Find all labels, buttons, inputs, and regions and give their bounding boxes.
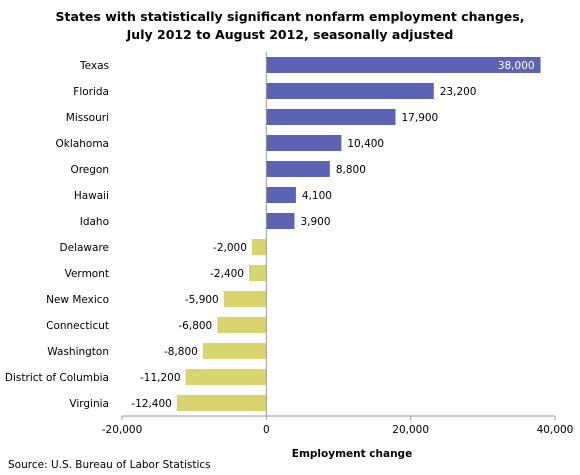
bar-washington [202, 343, 267, 359]
value-label-connecticut: -6,800 [178, 320, 212, 332]
bar-virginia [176, 395, 267, 411]
category-label-oregon: Oregon [70, 164, 109, 176]
bar-hawaii [266, 187, 296, 203]
value-label-hawaii: 4,100 [302, 190, 332, 202]
x-tick-label: 40,000 [537, 424, 574, 436]
chart-title-line-2: July 2012 to August 2012, seasonally adj… [126, 27, 454, 42]
category-label-new-mexico: New Mexico [46, 294, 109, 306]
bar-oregon [266, 161, 330, 177]
category-label-hawaii: Hawaii [74, 190, 109, 202]
category-labels: Texas Florida Missouri Oklahoma Oregon Hawaii… [5, 60, 109, 410]
value-label-oklahoma: 10,400 [347, 138, 384, 150]
bar-idaho [266, 213, 295, 229]
value-label-delaware: -2,000 [213, 242, 247, 254]
category-label-district-of-columbia: District of Columbia [5, 372, 109, 384]
value-label-virginia: -12,400 [131, 398, 172, 410]
bars-layer [176, 57, 541, 411]
value-label-oregon: 8,800 [336, 164, 366, 176]
category-label-texas: Texas [79, 60, 109, 72]
value-label-texas: 38,000 [498, 60, 535, 72]
bar-delaware [251, 239, 267, 255]
value-label-missouri: 17,900 [402, 112, 439, 124]
category-label-delaware: Delaware [60, 242, 109, 254]
chart-title: States with statistically significant no… [0, 8, 580, 44]
value-label-idaho: 3,900 [300, 216, 330, 228]
x-tick-label: 0 [263, 424, 270, 436]
bar-oklahoma [266, 135, 342, 151]
bar-new-mexico [223, 291, 267, 307]
category-label-missouri: Missouri [66, 112, 109, 124]
bar-district-of-columbia [185, 369, 267, 385]
category-label-idaho: Idaho [80, 216, 109, 228]
chart-title-line-1: States with statistically significant no… [55, 9, 525, 24]
source-note: Source: U.S. Bureau of Labor Statistics [8, 459, 211, 471]
bar-connecticut [217, 317, 267, 333]
value-labels: 38,000 23,200 17,900 10,400 8,800 4,100 3,900 -… [131, 60, 534, 410]
category-label-florida: Florida [73, 86, 109, 98]
value-label-new-mexico: -5,900 [185, 294, 219, 306]
value-label-washington: -8,800 [164, 346, 198, 358]
category-label-virginia: Virginia [69, 398, 109, 410]
value-label-district-of-columbia: -11,200 [140, 372, 181, 384]
x-axis-title: Employment change [292, 448, 412, 460]
x-tick-label: -20,000 [102, 424, 143, 436]
x-tick-label: 20,000 [392, 424, 429, 436]
bar-texas [266, 57, 541, 73]
category-label-oklahoma: Oklahoma [56, 138, 109, 150]
bar-florida [266, 83, 434, 99]
value-label-vermont: -2,400 [210, 268, 244, 280]
category-label-washington: Washington [47, 346, 109, 358]
category-label-vermont: Vermont [65, 268, 109, 280]
x-axis: -20,000 0 20,000 40,000 [102, 52, 574, 436]
value-label-florida: 23,200 [440, 86, 477, 98]
bar-vermont [249, 265, 267, 281]
category-label-connecticut: Connecticut [46, 320, 109, 332]
bar-missouri [266, 109, 396, 125]
